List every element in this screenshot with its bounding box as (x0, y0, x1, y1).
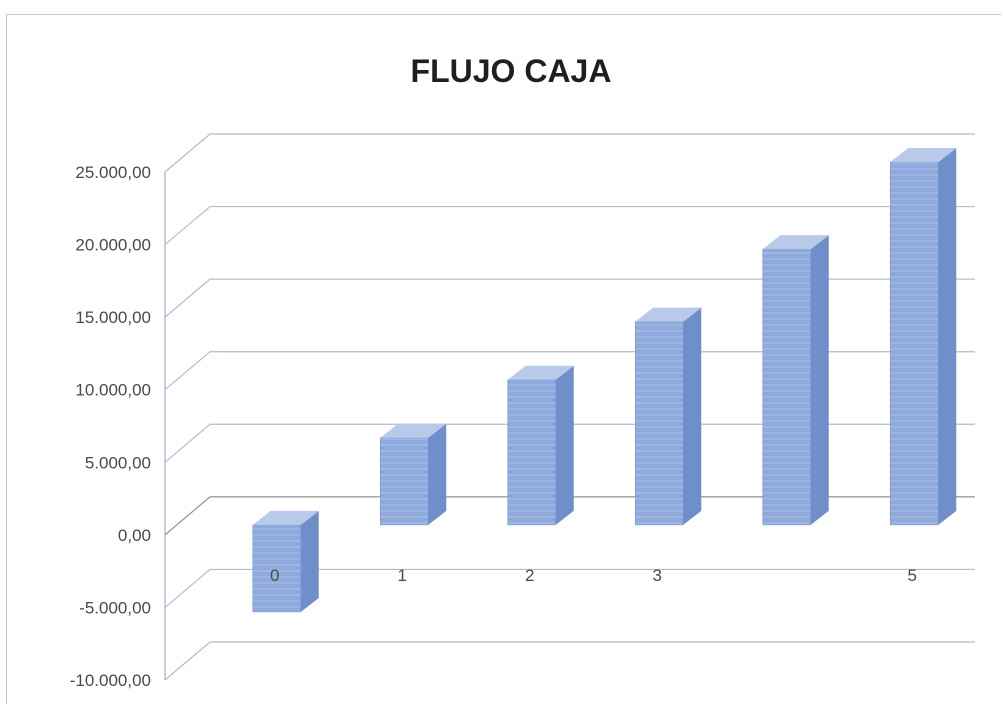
bar (379, 423, 447, 526)
bar-front (252, 524, 302, 613)
bar-front (507, 379, 557, 526)
bar-top (762, 235, 829, 250)
gridline (164, 641, 975, 681)
labels-layer: -10.000,00 -5.000,00 0,00 5.000,00 10.000,00… (70, 163, 917, 690)
x-axis-line (164, 496, 975, 536)
bar-front (379, 437, 429, 526)
bar (252, 510, 319, 613)
bar (762, 235, 829, 526)
chart-frame (6, 14, 1001, 704)
y-tick-label: -10.000,00 (70, 671, 151, 690)
axis-layer (164, 172, 975, 680)
gridline (164, 568, 975, 608)
bar-top (635, 307, 702, 322)
bar-side (428, 423, 447, 525)
gridline (164, 205, 975, 246)
bar-top (252, 510, 319, 525)
bar-side (810, 235, 829, 525)
bars-layer (252, 148, 957, 613)
x-tick-label: 1 (398, 566, 407, 585)
bar (507, 365, 574, 526)
bar (889, 148, 957, 526)
x-tick-label: 0 (270, 566, 279, 585)
gridline (164, 133, 975, 173)
y-tick-label: 5.000,00 (85, 453, 151, 472)
bar-top (507, 365, 574, 380)
bar-top (890, 148, 957, 162)
bar-front (762, 248, 812, 526)
bar (634, 307, 702, 526)
bar-top (380, 423, 447, 438)
y-tick-label: 20.000,00 (75, 236, 151, 255)
x-tick-label: 5 (908, 566, 917, 585)
y-tick-label: -5.000,00 (79, 598, 151, 617)
gridline (164, 278, 975, 318)
bar-side (938, 148, 957, 525)
bar-front (889, 161, 939, 526)
bar-front (634, 321, 684, 526)
gridline (164, 423, 975, 463)
y-tick-label: 25.000,00 (75, 163, 151, 182)
y-tick-label: 10.000,00 (75, 381, 151, 400)
y-tick-label: 0,00 (118, 526, 151, 545)
y-tick-label: 15.000,00 (75, 308, 151, 327)
gridline (164, 351, 975, 391)
bar-side (683, 307, 702, 525)
x-tick-label: 2 (525, 566, 534, 585)
bar-side (555, 365, 574, 525)
chart-title: FLUJO CAJA (411, 53, 612, 89)
bar-side (300, 510, 319, 612)
x-tick-label: 3 (653, 566, 662, 585)
